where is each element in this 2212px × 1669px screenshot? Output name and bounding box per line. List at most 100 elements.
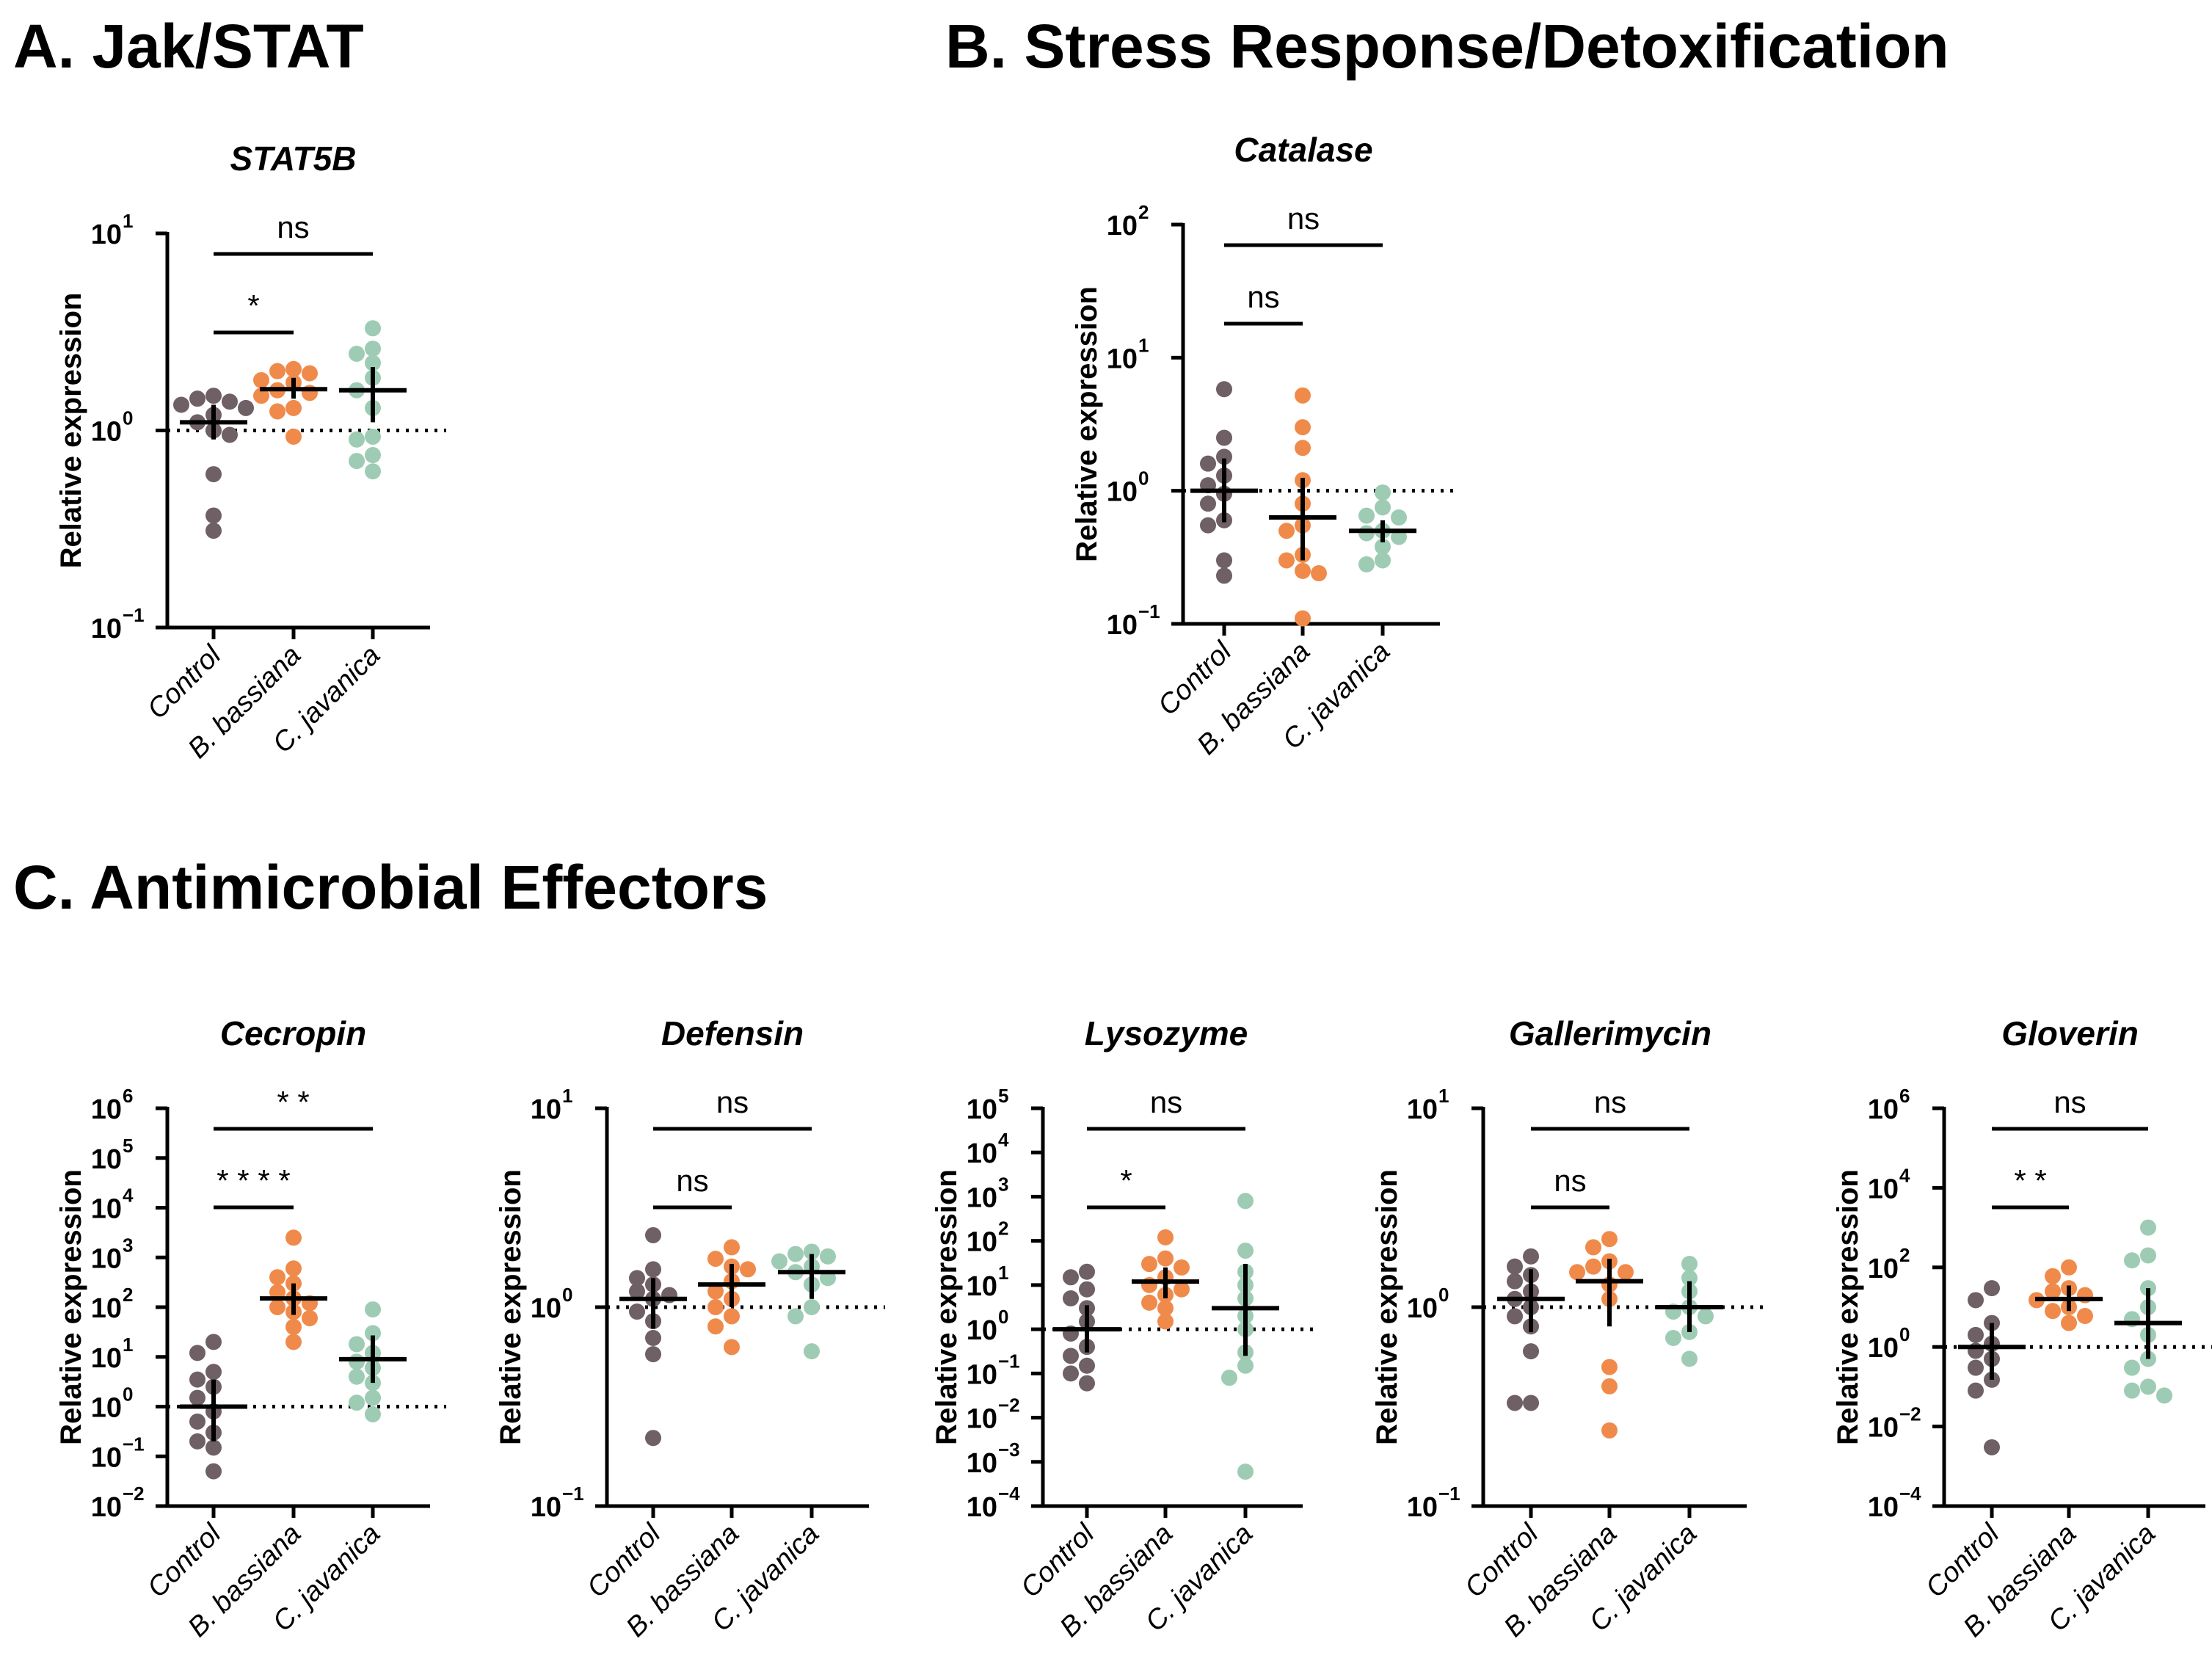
data-point [189, 390, 205, 407]
data-point [1079, 1263, 1095, 1280]
y-tick-exponent: 0 [123, 407, 133, 429]
data-point [1157, 1229, 1174, 1246]
y-tick-label: 10 [967, 1404, 997, 1435]
data-point [349, 1395, 365, 1411]
data-point [1237, 1243, 1254, 1259]
y-tick-label: 10 [531, 1094, 561, 1125]
data-point [1295, 610, 1311, 627]
y-tick-exponent: −1 [1438, 1483, 1460, 1505]
y-tick-exponent: 0 [1899, 1323, 1910, 1345]
data-point [820, 1248, 836, 1265]
data-point [1221, 1370, 1237, 1386]
y-tick-label: 10 [1868, 1254, 1899, 1284]
data-point [1063, 1365, 1079, 1382]
data-point [2045, 1283, 2061, 1300]
data-point [1601, 1359, 1618, 1375]
data-point [302, 365, 318, 382]
significance-label: ns [716, 1085, 749, 1119]
data-point [2140, 1247, 2156, 1264]
y-tick-label: 10 [967, 1138, 997, 1169]
data-point [205, 1364, 222, 1381]
data-point [1523, 1343, 1539, 1360]
data-point [253, 388, 269, 404]
y-axis-label: Relative expression [495, 1169, 527, 1445]
y-tick-label: 10 [1868, 1492, 1899, 1523]
data-point [1174, 1281, 1190, 1298]
data-point [1079, 1357, 1095, 1374]
y-tick-exponent: −4 [1899, 1483, 1921, 1505]
y-tick-exponent: 1 [562, 1085, 572, 1107]
data-point [1295, 440, 1311, 457]
data-point [365, 1389, 381, 1406]
data-point [2124, 1252, 2140, 1269]
data-point [645, 1261, 661, 1278]
data-point [365, 463, 381, 480]
data-point [2140, 1378, 2156, 1395]
data-point [1968, 1382, 1984, 1399]
data-point [629, 1270, 645, 1287]
section-title-c: C. Antimicrobial Effectors [13, 853, 768, 922]
significance-label: ns [2053, 1085, 2086, 1119]
data-point [740, 1261, 756, 1278]
y-tick-exponent: 1 [1138, 334, 1149, 356]
significance-label: ns [1287, 201, 1320, 236]
data-point [1968, 1326, 1984, 1343]
y-tick-exponent: −1 [562, 1483, 584, 1505]
data-point [1698, 1308, 1714, 1325]
y-tick-label: 10 [967, 1492, 997, 1523]
data-point [365, 1301, 381, 1318]
significance-label: ns [676, 1163, 708, 1198]
y-tick-label: 10 [967, 1315, 997, 1346]
data-point [1358, 556, 1375, 572]
data-point [645, 1346, 661, 1363]
data-point [1585, 1239, 1601, 1256]
data-point [1618, 1264, 1634, 1281]
significance-label: * * [277, 1085, 309, 1119]
data-point [629, 1283, 645, 1300]
data-point [349, 453, 365, 470]
data-point [724, 1239, 740, 1256]
data-point [1063, 1269, 1079, 1286]
data-point [173, 396, 189, 413]
data-point [349, 346, 365, 363]
data-point [365, 1406, 381, 1422]
section-title-a: A. Jak/STAT [13, 12, 364, 81]
data-point [1200, 455, 1216, 472]
significance-label: * * * * [217, 1163, 290, 1198]
significance-label: ns [1247, 280, 1279, 314]
data-point [645, 1430, 661, 1447]
data-point [205, 1334, 222, 1350]
data-point [1507, 1395, 1523, 1411]
data-point [269, 1269, 285, 1286]
data-point [238, 399, 254, 416]
y-tick-exponent: 0 [998, 1306, 1008, 1328]
data-point [629, 1303, 645, 1320]
data-point [804, 1299, 820, 1315]
y-tick-label: 10 [91, 1293, 122, 1324]
y-tick-label: 10 [91, 614, 122, 644]
data-point [1601, 1231, 1618, 1248]
data-point [645, 1329, 661, 1346]
y-axis-label: Relative expression [55, 293, 87, 569]
y-tick-label: 10 [91, 1144, 122, 1175]
data-point [2061, 1315, 2077, 1331]
y-tick-label: 10 [91, 1094, 122, 1125]
data-point [1216, 567, 1232, 584]
data-point [222, 393, 238, 410]
significance-label: * * [2014, 1163, 2046, 1198]
data-point [1665, 1329, 1681, 1346]
data-point [365, 1325, 381, 1342]
y-tick-exponent: 1 [998, 1262, 1008, 1284]
data-point [189, 1413, 205, 1430]
y-tick-label: 10 [1107, 343, 1138, 374]
data-point [1585, 1258, 1601, 1275]
y-tick-exponent: 0 [1438, 1284, 1449, 1306]
data-point [1295, 387, 1311, 404]
data-point [2045, 1268, 2061, 1284]
data-point [1311, 565, 1327, 582]
y-axis-label: Relative expression [55, 1169, 87, 1445]
section-title-b: B. Stress Response/Detoxification [945, 12, 1949, 81]
data-point [1968, 1359, 1984, 1376]
data-point [1984, 1439, 2000, 1455]
